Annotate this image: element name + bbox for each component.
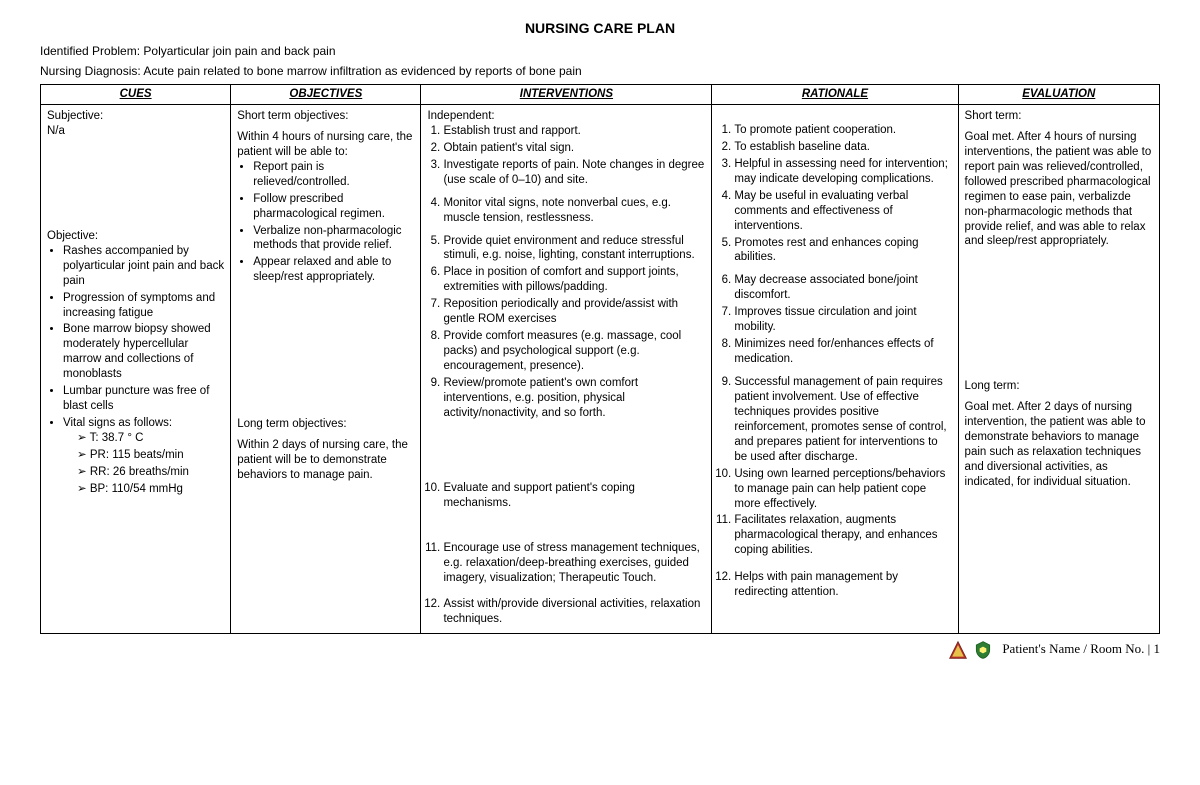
list-item: Reposition periodically and provide/assi…	[443, 297, 705, 327]
identified-problem-line: Identified Problem: Polyarticular join p…	[40, 44, 1160, 58]
list-item: Verbalize non-pharmacologic methods that…	[253, 224, 414, 254]
list-item: Provide quiet environment and reduce str…	[443, 234, 705, 264]
objective-list: Rashes accompanied by polyarticular join…	[63, 244, 224, 497]
list-item: Establish trust and rapport.	[443, 124, 705, 139]
cell-rationale: To promote patient cooperation. To estab…	[712, 104, 958, 633]
nursing-diagnosis-label: Nursing Diagnosis:	[40, 64, 141, 78]
triangle-logo-icon	[948, 640, 968, 660]
list-item: Review/promote patient's own comfort int…	[443, 376, 705, 421]
list-item: Vital signs as follows: T: 38.7 ° C PR: …	[63, 416, 224, 497]
list-item: PR: 115 beats/min	[77, 448, 224, 463]
identified-problem: Polyarticular join pain and back pain	[143, 44, 335, 58]
list-item: Obtain patient's vital sign.	[443, 141, 705, 156]
footer-text: Patient's Name / Room No. | 1	[1002, 641, 1160, 656]
cell-evaluation: Short term: Goal met. After 4 hours of n…	[958, 104, 1159, 633]
list-item: Facilitates relaxation, augments pharmac…	[734, 513, 951, 558]
page-title: NURSING CARE PLAN	[40, 20, 1160, 36]
page-footer: Patient's Name / Room No. | 1	[40, 640, 1160, 660]
list-item: T: 38.7 ° C	[77, 431, 224, 446]
subjective-value: N/a	[47, 124, 224, 139]
list-item: Minimizes need for/enhances effects of m…	[734, 337, 951, 367]
list-item: Improves tissue circulation and joint mo…	[734, 305, 951, 335]
eval-long-text: Goal met. After 2 days of nursing interv…	[965, 400, 1153, 490]
identified-problem-label: Identified Problem:	[40, 44, 140, 58]
cell-cues: Subjective: N/a Objective: Rashes accomp…	[41, 104, 231, 633]
shield-logo-icon	[973, 640, 993, 660]
nursing-diagnosis: Acute pain related to bone marrow infilt…	[143, 64, 581, 78]
list-item: Successful management of pain requires p…	[734, 375, 951, 465]
col-cues: CUES	[41, 85, 231, 105]
cell-objectives: Short term objectives: Within 4 hours of…	[231, 104, 421, 633]
long-term-text: Within 2 days of nursing care, the patie…	[237, 438, 414, 483]
short-term-intro: Within 4 hours of nursing care, the pati…	[237, 130, 414, 160]
list-item: Assist with/provide diversional activiti…	[443, 597, 705, 627]
list-item: Lumbar puncture was free of blast cells	[63, 384, 224, 414]
col-objectives: OBJECTIVES	[231, 85, 421, 105]
col-interventions: INTERVENTIONS	[421, 85, 712, 105]
objective-label: Objective:	[47, 229, 224, 244]
list-item: Helps with pain management by redirectin…	[734, 570, 951, 600]
list-item: Monitor vital signs, note nonverbal cues…	[443, 196, 705, 226]
subjective-label: Subjective:	[47, 109, 224, 124]
list-item: May decrease associated bone/joint disco…	[734, 273, 951, 303]
short-term-list: Report pain is relieved/controlled. Foll…	[253, 160, 414, 286]
list-item: Provide comfort measures (e.g. massage, …	[443, 329, 705, 374]
list-item: Progression of symptoms and increasing f…	[63, 291, 224, 321]
list-item: Report pain is relieved/controlled.	[253, 160, 414, 190]
interventions-list: Establish trust and rapport. Obtain pati…	[443, 124, 705, 627]
table-row: Subjective: N/a Objective: Rashes accomp…	[41, 104, 1160, 633]
vitals-label: Vital signs as follows:	[63, 417, 172, 429]
list-item: RR: 26 breaths/min	[77, 465, 224, 480]
col-evaluation: EVALUATION	[958, 85, 1159, 105]
list-item: Evaluate and support patient's coping me…	[443, 481, 705, 511]
list-item: Appear relaxed and able to sleep/rest ap…	[253, 255, 414, 285]
rationale-list: To promote patient cooperation. To estab…	[734, 123, 951, 600]
list-item: To promote patient cooperation.	[734, 123, 951, 138]
col-rationale: RATIONALE	[712, 85, 958, 105]
footer-logos	[948, 640, 993, 660]
eval-short-label: Short term:	[965, 109, 1153, 124]
list-item: May be useful in evaluating verbal comme…	[734, 189, 951, 234]
care-plan-table: CUES OBJECTIVES INTERVENTIONS RATIONALE …	[40, 84, 1160, 634]
eval-long-label: Long term:	[965, 379, 1153, 394]
list-item: Follow prescribed pharmacological regime…	[253, 192, 414, 222]
nursing-diagnosis-line: Nursing Diagnosis: Acute pain related to…	[40, 64, 1160, 78]
list-item: Place in position of comfort and support…	[443, 265, 705, 295]
list-item: Promotes rest and enhances coping abilit…	[734, 236, 951, 266]
vitals-list: T: 38.7 ° C PR: 115 beats/min RR: 26 bre…	[77, 431, 224, 497]
cell-interventions: Independent: Establish trust and rapport…	[421, 104, 712, 633]
list-item: Encourage use of stress management techn…	[443, 541, 705, 586]
list-item: To establish baseline data.	[734, 140, 951, 155]
list-item: Investigate reports of pain. Note change…	[443, 158, 705, 188]
list-item: Bone marrow biopsy showed moderately hyp…	[63, 322, 224, 382]
list-item: Using own learned perceptions/behaviors …	[734, 467, 951, 512]
eval-short-text: Goal met. After 4 hours of nursing inter…	[965, 130, 1153, 250]
independent-label: Independent:	[427, 109, 705, 124]
list-item: Rashes accompanied by polyarticular join…	[63, 244, 224, 289]
list-item: Helpful in assessing need for interventi…	[734, 157, 951, 187]
list-item: BP: 110/54 mmHg	[77, 482, 224, 497]
short-term-label: Short term objectives:	[237, 109, 414, 124]
long-term-label: Long term objectives:	[237, 417, 414, 432]
